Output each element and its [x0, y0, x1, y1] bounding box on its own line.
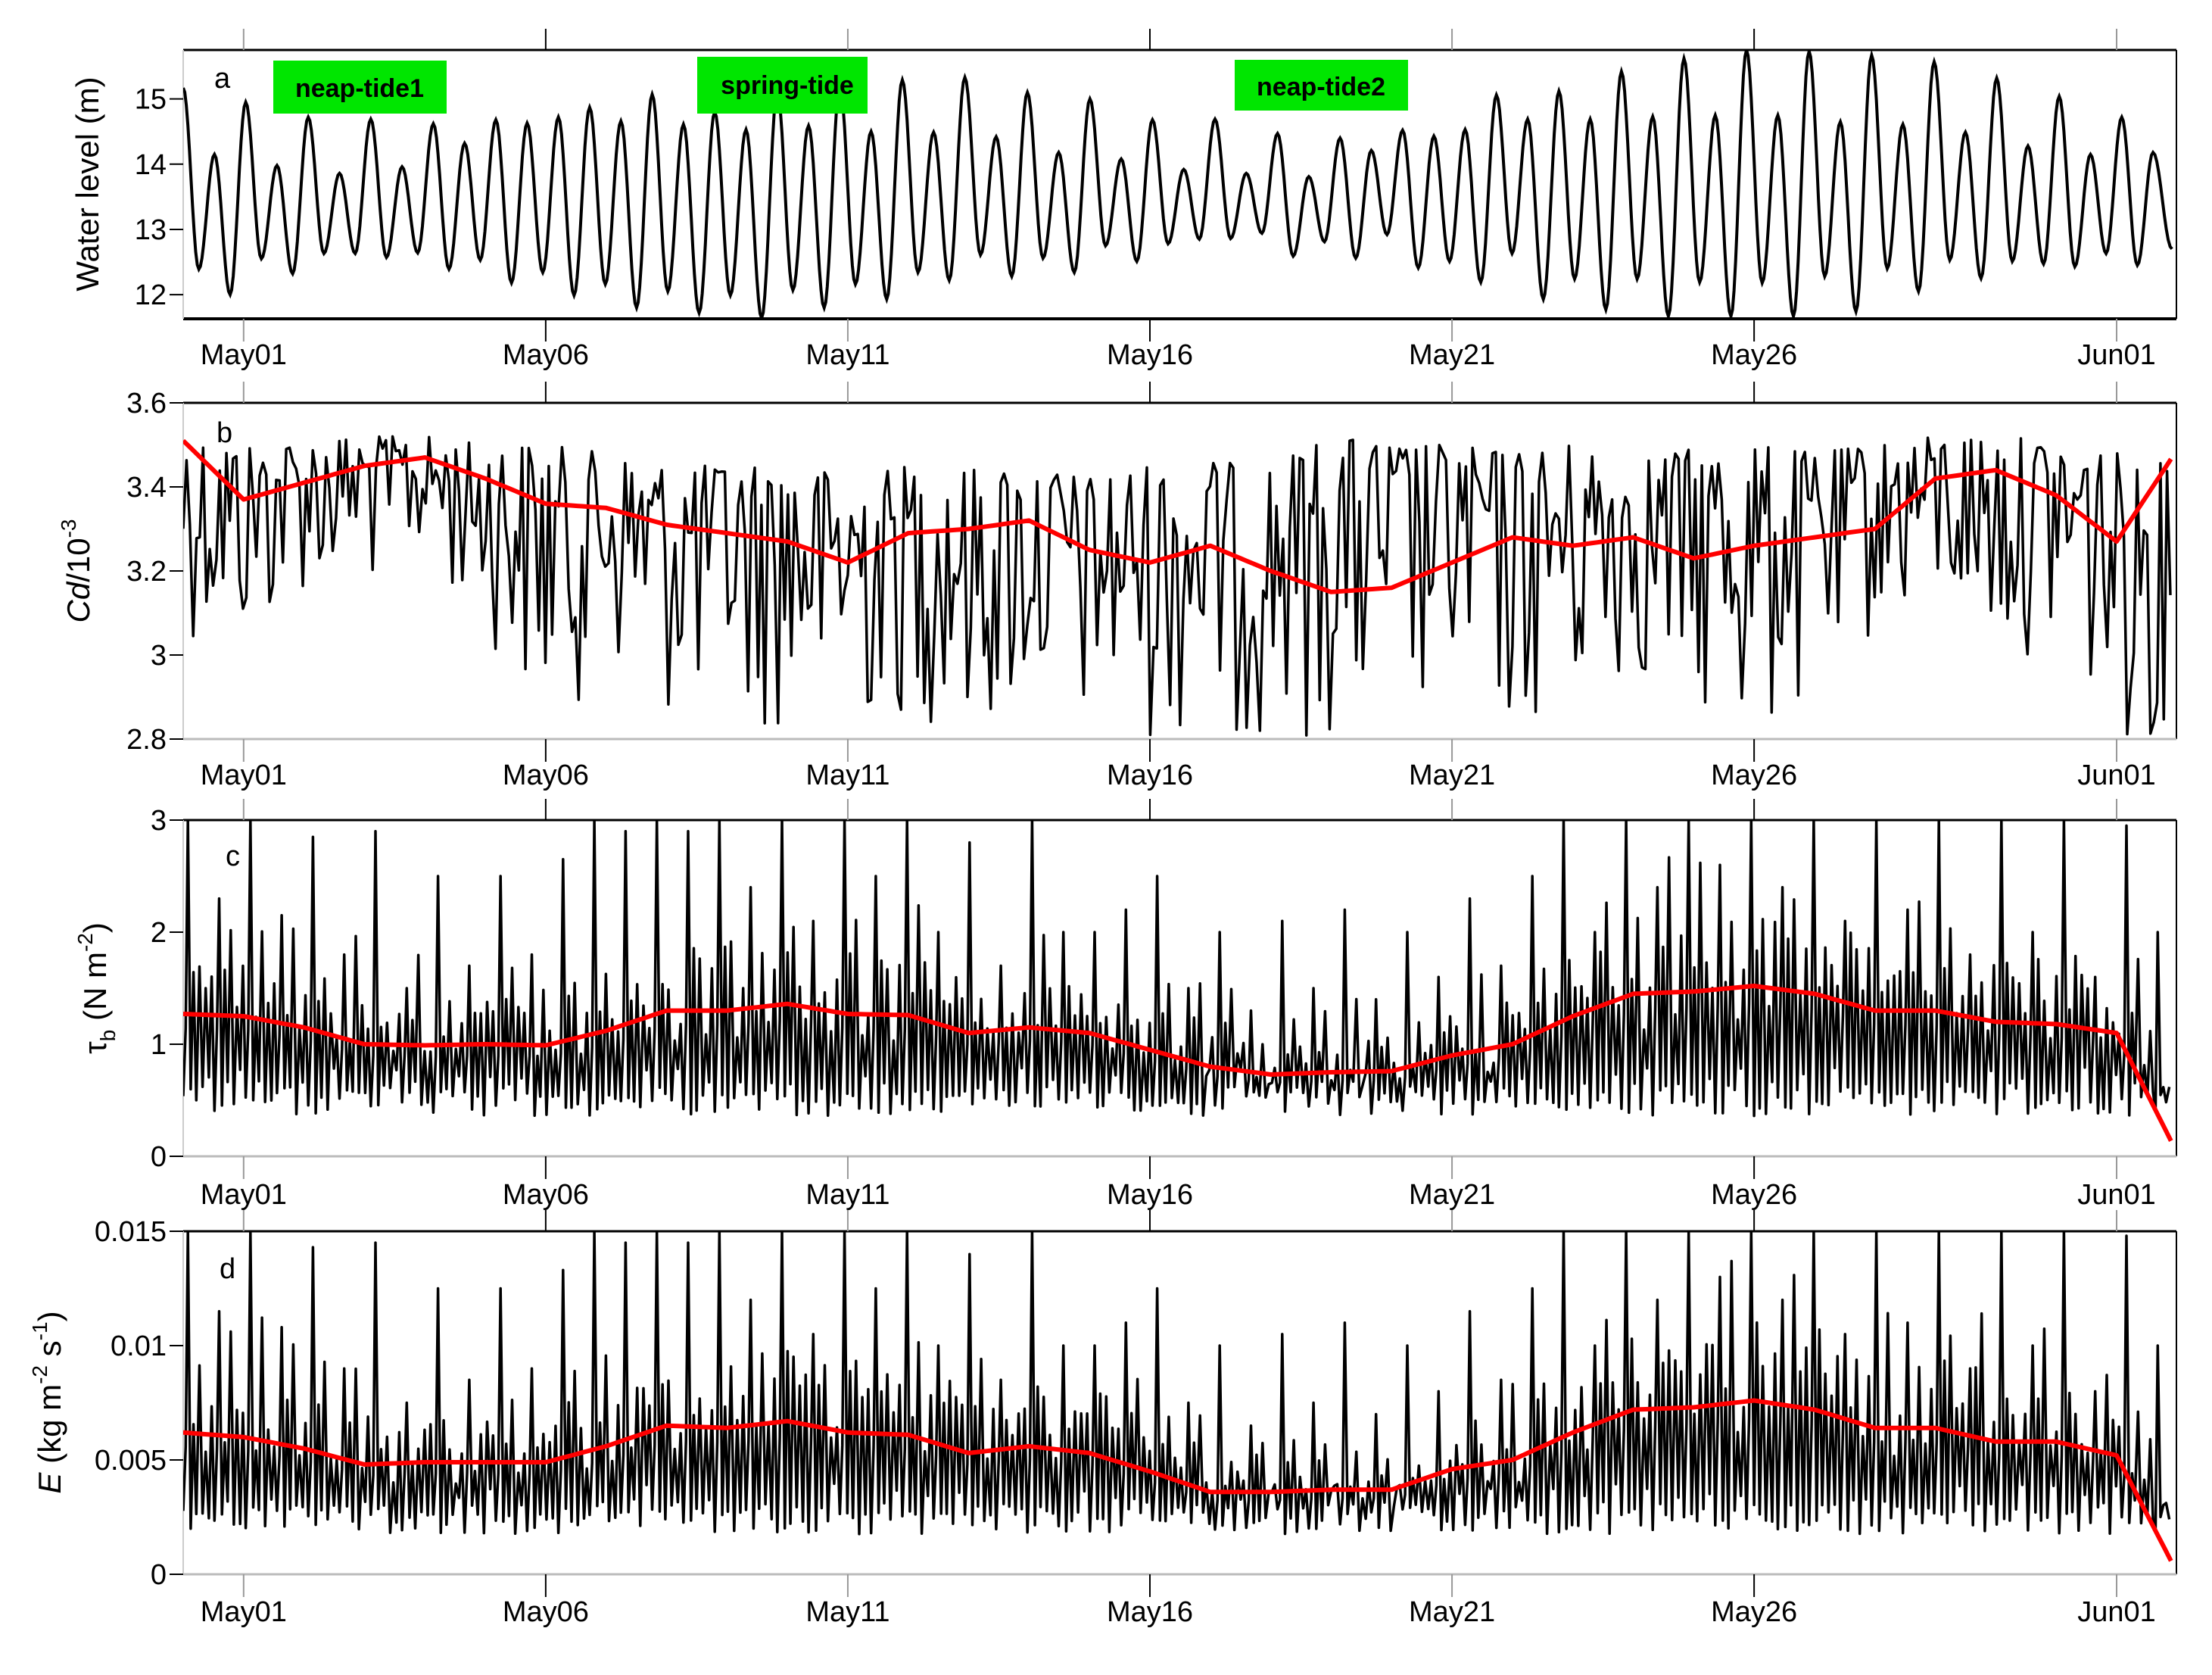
y-label-b-rest: /10 [61, 538, 96, 582]
panel-c-plot [183, 820, 2173, 1142]
y-tick-label: 13 [135, 214, 167, 246]
y-tick-label: 0 [151, 1559, 167, 1591]
panel-d-smoothed-line [183, 1398, 2173, 1562]
x-tick-label: May11 [805, 339, 889, 371]
water-level-line [183, 50, 2173, 319]
x-tick-label: May16 [1107, 1179, 1193, 1211]
y-label-c-rest: (N m [77, 952, 113, 1030]
x-tick-label: May26 [1711, 1596, 1797, 1628]
x-tick-label: May11 [805, 1179, 889, 1211]
annotation-neap-tide1: neap-tide1 [273, 61, 447, 114]
annotation-neap-tide2: neap-tide2 [1235, 60, 1408, 111]
annotation-label: neap-tide2 [1257, 73, 1385, 101]
x-tick-label: May01 [201, 339, 287, 371]
y-label-b-sup: -3 [57, 519, 80, 538]
x-tick-label: May06 [503, 339, 589, 371]
x-tick-label: May26 [1711, 760, 1797, 791]
y-tick-label: 0.015 [95, 1216, 167, 1248]
x-tick-label: Jun01 [2077, 339, 2156, 371]
annotation-box [697, 57, 868, 114]
y-tick-label: 0.005 [95, 1445, 167, 1477]
y-axis-label-a: Water level (m) [70, 76, 105, 291]
annotation-box [273, 61, 447, 114]
y-axis-label-d: E (kg m-2 s-1) [28, 1311, 67, 1493]
y-axis-label-b: Cd/10-3 [57, 519, 96, 623]
series-layer [183, 50, 2173, 1562]
panel-d-plot [183, 1231, 2173, 1562]
panel-c-data-line [183, 820, 2171, 1118]
y-tick-label: 3.4 [126, 472, 167, 504]
y-tick-label: 0.01 [111, 1330, 167, 1362]
x-tick-label: May01 [201, 1179, 287, 1211]
y-label-c-sub: b [96, 1030, 120, 1042]
panel-b-data-line [183, 435, 2172, 737]
panel-label-b: b [217, 417, 232, 449]
panel-label-d: d [220, 1253, 235, 1285]
y-label-d-main: E [32, 1472, 67, 1494]
x-tick-label: May21 [1409, 760, 1495, 791]
y-tick-label: 2 [151, 917, 167, 949]
y-tick-label: 2.8 [126, 724, 167, 756]
y-tick-label: 1 [151, 1029, 167, 1061]
y-label-d-mid: s [32, 1340, 67, 1365]
x-tick-label: May06 [503, 1596, 589, 1628]
x-tick-label: May01 [201, 1596, 287, 1628]
y-tick-label: 0 [151, 1141, 167, 1173]
y-tick-label: 3.6 [126, 388, 167, 420]
panel-b-smoothed-line [183, 438, 2173, 594]
y-tick-label: 3 [151, 640, 167, 672]
x-tick-label: Jun01 [2077, 1596, 2156, 1628]
y-label-c-sup: -2 [73, 933, 97, 952]
y-label-d-sup2: -1 [28, 1321, 51, 1340]
x-tick-label: May21 [1409, 339, 1495, 371]
x-tick-label: May26 [1711, 1179, 1797, 1211]
y-tick-label: 12 [135, 279, 167, 311]
y-label-c-end: ) [77, 922, 113, 933]
x-tick-label: May06 [503, 1179, 589, 1211]
panel-a-plot [183, 50, 2173, 319]
y-tick-label: 14 [135, 149, 167, 181]
panel-label-c: c [226, 841, 240, 872]
axes-frames [182, 48, 2177, 1576]
y-label-d-rest: (kg m [32, 1384, 67, 1473]
y-tick-label: 3.2 [126, 556, 167, 588]
y-tick-label: 3 [151, 805, 167, 837]
x-tick-label: May11 [805, 760, 889, 791]
panel-d-data-line [183, 1231, 2171, 1536]
y-label-d-end: ) [32, 1311, 67, 1321]
y-label-d-sup: -2 [28, 1365, 51, 1384]
panel-label-a: a [214, 63, 231, 95]
x-tick-label: Jun01 [2077, 760, 2156, 791]
y-tick-label: 15 [135, 84, 167, 116]
y-label-c-main: τ [77, 1041, 113, 1054]
panel-c-smoothed-line [183, 984, 2173, 1142]
annotation-label: neap-tide1 [295, 74, 424, 103]
x-tick-label: May21 [1409, 1596, 1495, 1628]
x-tick-label: May01 [201, 760, 287, 791]
x-tick-label: May26 [1711, 339, 1797, 371]
x-tick-label: Jun01 [2077, 1179, 2156, 1211]
y-axis-label-c: τb (N m-2) [73, 922, 120, 1054]
annotation-box [1235, 60, 1408, 111]
x-tick-label: May21 [1409, 1179, 1495, 1211]
panel-b-plot [183, 435, 2173, 737]
x-tick-label: May16 [1107, 760, 1193, 791]
x-tick-label: May16 [1107, 339, 1193, 371]
x-tick-label: May06 [503, 760, 589, 791]
x-tick-label: May16 [1107, 1596, 1193, 1628]
y-label-b-main: Cd [61, 581, 96, 622]
annotation-spring-tide: spring-tide [697, 57, 868, 114]
annotation-label: spring-tide [721, 71, 854, 100]
x-tick-label: May11 [805, 1596, 889, 1628]
